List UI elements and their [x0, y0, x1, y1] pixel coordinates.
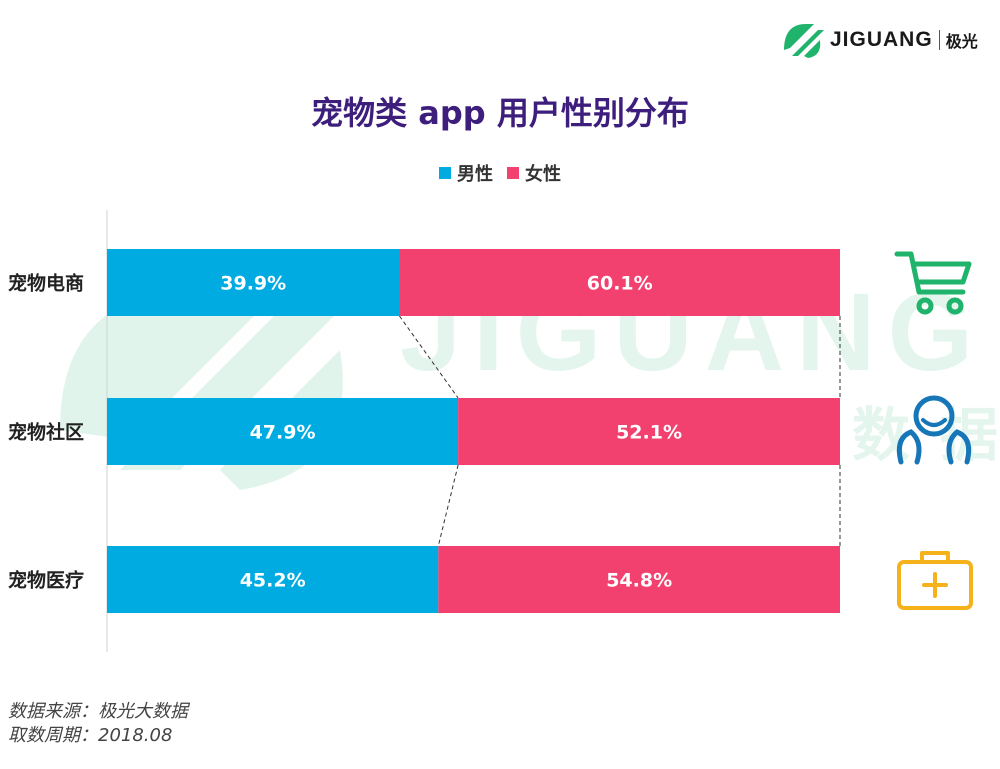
- medical-kit-icon: [897, 551, 973, 610]
- bar-female-2: [458, 398, 840, 465]
- bar-male-3: [107, 546, 439, 613]
- logo-brand-cn: 极光: [945, 32, 978, 51]
- connector-male-1: [399, 315, 459, 399]
- category-label-3: 宠物医疗: [8, 569, 84, 592]
- bar-female-1: [399, 249, 840, 316]
- jiguang-logo-icon: [784, 24, 824, 58]
- chart-title: 宠物类 app 用户性别分布: [311, 94, 689, 132]
- bar-male-2: [107, 398, 459, 465]
- logo-divider: [938, 30, 940, 50]
- shopping-cart-icon: [894, 251, 972, 315]
- data-label-male-3: 45.2%: [240, 570, 306, 592]
- legend-swatch-male: [439, 167, 451, 179]
- legend: 男性 女性: [0, 160, 1000, 186]
- data-label-male-1: 39.9%: [220, 273, 286, 295]
- source-line: 数据来源：极光大数据: [8, 701, 188, 722]
- logo-brand-text: JIGUANG: [830, 28, 933, 51]
- period-line: 取数周期：2018.08: [8, 725, 173, 746]
- brand-logo: JIGUANG 极光: [780, 18, 990, 62]
- bar-male-1: [107, 249, 400, 316]
- community-icon: [896, 395, 972, 465]
- bar-female-3: [438, 546, 840, 613]
- category-label-1: 宠物电商: [8, 272, 84, 295]
- data-label-male-2: 47.9%: [250, 422, 316, 444]
- legend-item-male: 男性: [439, 160, 493, 186]
- stacked-bar-chart: 39.9% 60.1% 宠物电商 47.9% 52.1% 宠物社区 45.2% 54.8% 宠物…: [8, 210, 841, 652]
- category-label-2: 宠物社区: [8, 421, 84, 444]
- data-label-female-1: 60.1%: [587, 273, 653, 295]
- data-label-female-2: 52.1%: [616, 422, 682, 444]
- source-note: 数据来源：极光大数据 取数周期：2018.08: [8, 700, 188, 748]
- legend-item-female: 女性: [507, 160, 561, 186]
- legend-label-male: 男性: [457, 164, 493, 185]
- legend-label-female: 女性: [525, 164, 561, 185]
- legend-swatch-female: [507, 167, 519, 179]
- connector-male-2: [437, 464, 459, 547]
- data-label-female-3: 54.8%: [606, 570, 672, 592]
